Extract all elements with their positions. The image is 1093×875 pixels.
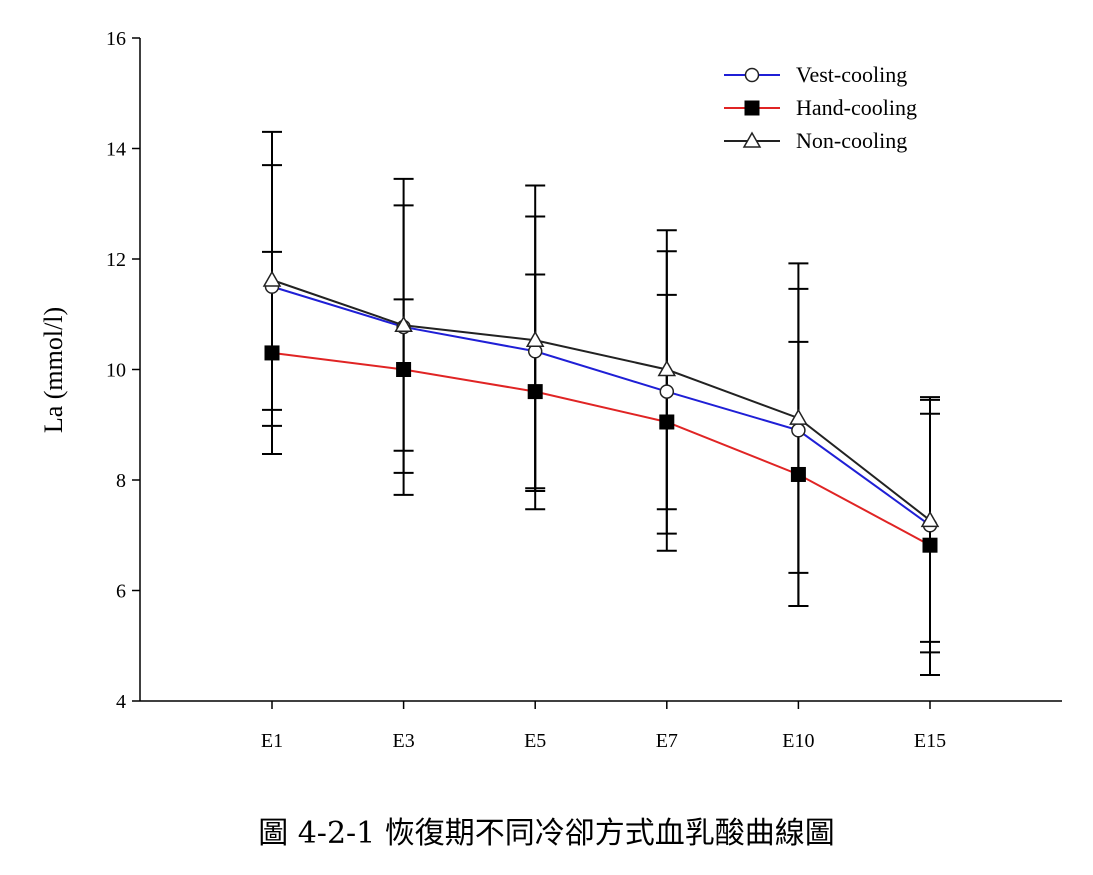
data-point-hand-cooling bbox=[790, 466, 806, 482]
y-tick-label: 8 bbox=[116, 470, 126, 492]
data-point-hand-cooling bbox=[922, 537, 938, 553]
y-tick-label: 16 bbox=[106, 28, 126, 50]
x-tick-label: E1 bbox=[261, 730, 283, 752]
legend-item-non-cooling: Non-cooling bbox=[724, 128, 907, 153]
y-axis-ticks: 4 6 8 10 12 14 16 bbox=[106, 28, 140, 713]
series-line-hand-cooling bbox=[271, 351, 931, 547]
y-tick-label: 12 bbox=[106, 249, 126, 271]
data-point-vest-cooling bbox=[659, 384, 675, 399]
series-hand-cooling bbox=[264, 345, 938, 553]
lactate-line-chart: 4 6 8 10 12 14 16 E1 E3 E5 E7 E10 E15 La (mmol/l) V… bbox=[39, 28, 1062, 752]
y-tick-label: 10 bbox=[106, 360, 126, 382]
y-tick-label: 14 bbox=[106, 139, 126, 161]
legend-label: Vest-cooling bbox=[796, 62, 907, 87]
error-bars-non-cooling bbox=[262, 130, 940, 643]
series-line-vest-cooling bbox=[271, 285, 931, 527]
axes bbox=[139, 38, 1062, 702]
data-point-non-cooling bbox=[394, 315, 413, 333]
data-point-hand-cooling bbox=[264, 345, 280, 361]
data-point-hand-cooling bbox=[659, 414, 675, 430]
x-tick-label: E7 bbox=[656, 730, 678, 752]
data-point-hand-cooling bbox=[396, 362, 412, 377]
series-layer bbox=[262, 130, 940, 677]
y-tick-label: 4 bbox=[116, 691, 126, 713]
legend-label: Non-cooling bbox=[796, 128, 907, 153]
legend: Vest-cooling Hand-cooling Non-cooling bbox=[724, 62, 917, 153]
legend-marker bbox=[744, 67, 760, 83]
legend-label: Hand-cooling bbox=[796, 95, 917, 120]
legend-item-hand-cooling: Hand-cooling bbox=[724, 95, 917, 120]
x-tick-label: E5 bbox=[524, 730, 546, 752]
data-point-hand-cooling bbox=[527, 384, 543, 400]
data-point-non-cooling bbox=[789, 408, 808, 425]
data-point-non-cooling bbox=[657, 359, 677, 377]
data-point-non-cooling bbox=[262, 270, 282, 287]
y-axis-title: La (mmol/l) bbox=[39, 307, 68, 433]
x-tick-label: E10 bbox=[782, 730, 814, 752]
data-point-non-cooling bbox=[525, 330, 545, 347]
legend-item-vest-cooling: Vest-cooling bbox=[724, 62, 907, 87]
legend-marker bbox=[744, 100, 760, 116]
x-tick-label: E3 bbox=[392, 730, 414, 752]
series-line-non-cooling bbox=[271, 279, 931, 522]
error-bars-vest-cooling bbox=[262, 164, 940, 654]
legend-marker bbox=[742, 131, 762, 148]
figure-caption: 圖 4-2-1 恢復期不同冷卻方式血乳酸曲線圖 bbox=[258, 816, 835, 851]
data-point-non-cooling bbox=[920, 510, 940, 528]
x-tick-label: E15 bbox=[914, 730, 946, 752]
x-axis-ticks: E1 E3 E5 E7 E10 E15 bbox=[261, 701, 946, 752]
series-non-cooling bbox=[262, 270, 940, 528]
y-tick-label: 6 bbox=[116, 581, 126, 603]
data-point-vest-cooling bbox=[791, 423, 806, 438]
